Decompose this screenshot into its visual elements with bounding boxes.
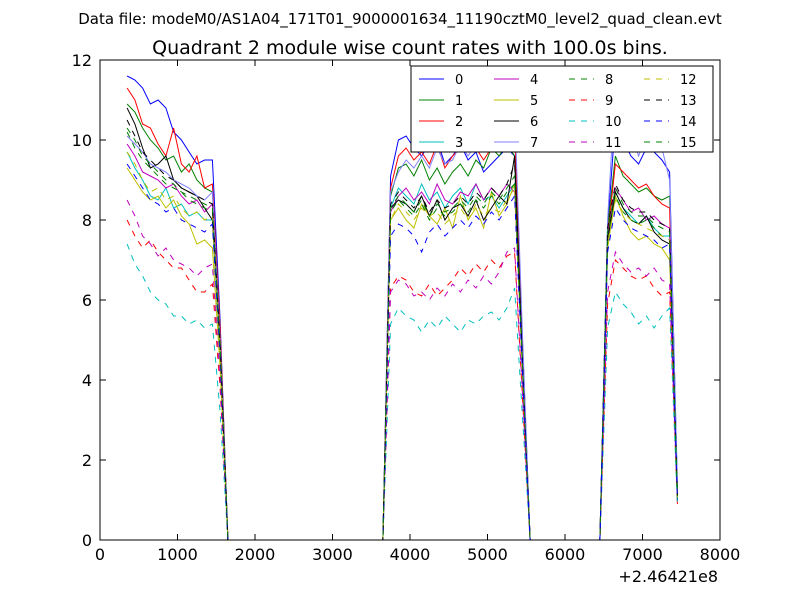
legend-label-15: 15	[680, 136, 697, 151]
y-tick-label: 6	[82, 291, 92, 310]
legend-label-11: 11	[605, 136, 622, 151]
x-tick-label: 3000	[312, 545, 353, 564]
x-tick-label: 1000	[157, 545, 198, 564]
series-line-14	[126, 163, 678, 541]
legend-label-6: 6	[530, 115, 538, 130]
legend-label-3: 3	[455, 136, 463, 151]
figure-suptitle: Data file: modeM0/AS1A04_171T01_90000016…	[78, 10, 722, 29]
x-tick-label: 0	[95, 545, 105, 564]
x-tick-label: 8000	[700, 545, 741, 564]
series-line-9	[126, 219, 678, 541]
legend-label-2: 2	[455, 115, 463, 130]
legend-label-13: 13	[680, 94, 697, 109]
axes: 0 1000 2000 3000 4000 5000 6000 7000 80000246810…	[72, 51, 741, 564]
legend-label-9: 9	[605, 94, 613, 109]
x-offset-label: +2.46421e8	[618, 567, 718, 586]
x-tick-label: 2000	[235, 545, 276, 564]
legend-label-12: 12	[680, 73, 697, 88]
y-tick-label: 2	[82, 451, 92, 470]
y-tick-label: 0	[82, 531, 92, 550]
legend-label-5: 5	[530, 94, 538, 109]
x-tick-label: 5000	[467, 545, 508, 564]
x-tick-label: 4000	[390, 545, 431, 564]
legend-label-7: 7	[530, 136, 538, 151]
legend-label-0: 0	[455, 73, 463, 88]
legend-label-1: 1	[455, 94, 463, 109]
y-tick-label: 12	[72, 51, 92, 70]
plot-frame	[99, 59, 721, 541]
legend-label-4: 4	[530, 73, 538, 88]
series-line-10	[126, 243, 678, 541]
x-tick-label: 6000	[545, 545, 586, 564]
y-tick-label: 8	[82, 211, 92, 230]
y-tick-label: 10	[72, 131, 92, 150]
legend-label-10: 10	[605, 115, 622, 130]
legend-label-8: 8	[605, 73, 613, 88]
x-tick-label: 7000	[622, 545, 663, 564]
legend-box	[410, 65, 714, 153]
legend-label-14: 14	[680, 115, 697, 130]
y-tick-label: 4	[82, 371, 92, 390]
chart-title: Quadrant 2 module wise count rates with …	[152, 37, 668, 59]
